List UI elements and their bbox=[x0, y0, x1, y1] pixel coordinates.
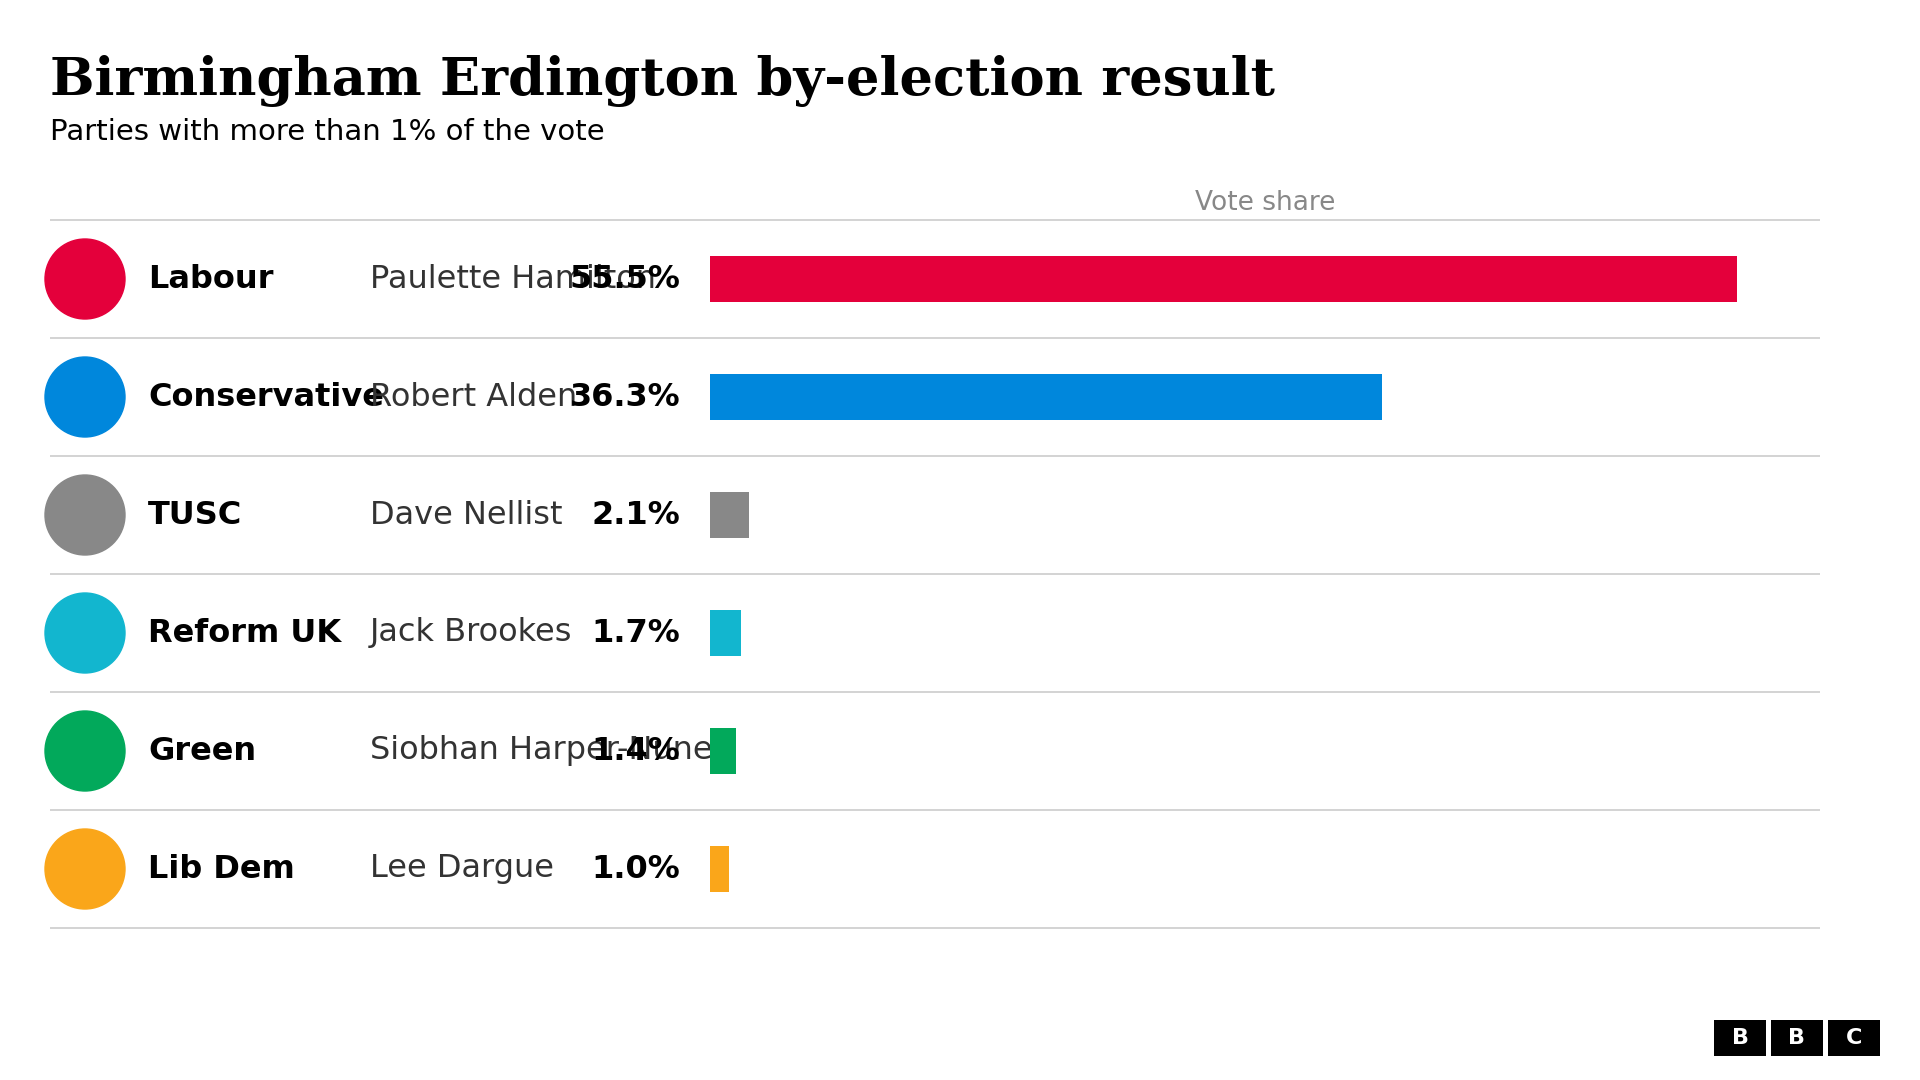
Text: 1.0%: 1.0% bbox=[591, 853, 680, 885]
Text: 1.4%: 1.4% bbox=[591, 735, 680, 767]
FancyBboxPatch shape bbox=[710, 374, 1382, 420]
Text: Vote share: Vote share bbox=[1194, 190, 1334, 216]
Text: Jack Brookes: Jack Brookes bbox=[371, 618, 572, 648]
Text: B: B bbox=[1732, 1028, 1749, 1048]
Text: Conservative: Conservative bbox=[148, 381, 384, 413]
Text: Dave Nellist: Dave Nellist bbox=[371, 499, 563, 530]
Circle shape bbox=[44, 711, 125, 791]
Text: Robert Alden: Robert Alden bbox=[371, 381, 578, 413]
Text: C: C bbox=[1845, 1028, 1862, 1048]
Bar bbox=[1715, 1020, 1766, 1056]
Bar bbox=[1770, 1020, 1822, 1056]
Text: TUSC: TUSC bbox=[148, 499, 242, 530]
Circle shape bbox=[44, 239, 125, 319]
Text: Reform UK: Reform UK bbox=[148, 618, 342, 648]
FancyBboxPatch shape bbox=[710, 610, 741, 656]
Circle shape bbox=[44, 475, 125, 555]
FancyBboxPatch shape bbox=[710, 256, 1738, 302]
Circle shape bbox=[44, 829, 125, 909]
Text: 36.3%: 36.3% bbox=[570, 381, 680, 413]
Text: Parties with more than 1% of the vote: Parties with more than 1% of the vote bbox=[50, 118, 605, 146]
Text: Paulette Hamilton: Paulette Hamilton bbox=[371, 264, 657, 295]
FancyBboxPatch shape bbox=[710, 492, 749, 538]
Text: B: B bbox=[1789, 1028, 1805, 1048]
Text: 1.7%: 1.7% bbox=[591, 618, 680, 648]
Text: 2.1%: 2.1% bbox=[591, 499, 680, 530]
Text: Lib Dem: Lib Dem bbox=[148, 853, 296, 885]
Text: Siobhan Harper-Nunes: Siobhan Harper-Nunes bbox=[371, 735, 730, 767]
Circle shape bbox=[44, 593, 125, 673]
Circle shape bbox=[44, 357, 125, 437]
FancyBboxPatch shape bbox=[710, 846, 728, 892]
Bar bbox=[1828, 1020, 1880, 1056]
Text: 55.5%: 55.5% bbox=[568, 264, 680, 295]
Text: Birmingham Erdington by-election result: Birmingham Erdington by-election result bbox=[50, 55, 1275, 107]
Text: Labour: Labour bbox=[148, 264, 273, 295]
FancyBboxPatch shape bbox=[710, 728, 735, 774]
Text: Lee Dargue: Lee Dargue bbox=[371, 853, 555, 885]
Text: Green: Green bbox=[148, 735, 255, 767]
